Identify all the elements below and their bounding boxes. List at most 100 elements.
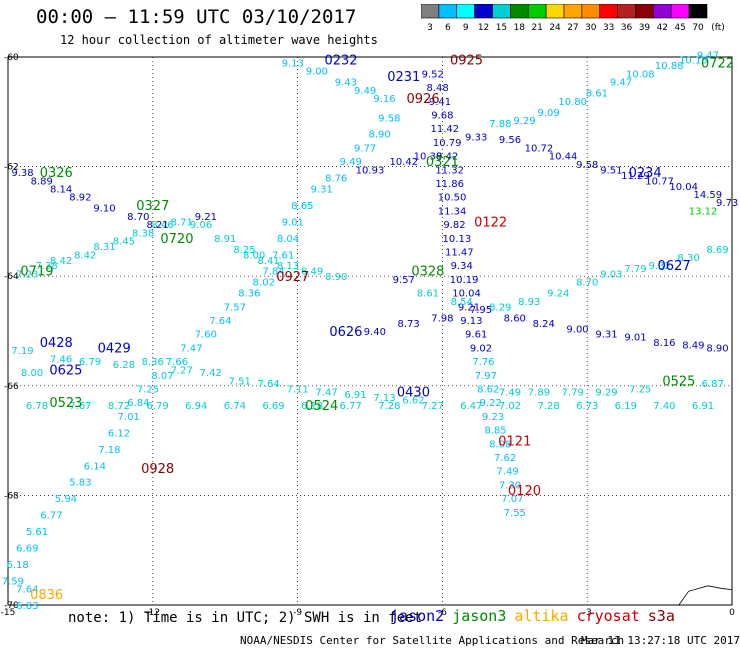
swh-value: 6.69	[262, 401, 284, 412]
swh-value: 8.46	[151, 220, 173, 231]
swh-value: 9.73	[716, 198, 738, 209]
swh-value: 9.09	[537, 108, 559, 119]
swh-value: 9.40	[364, 327, 386, 338]
swh-value: 7.40	[653, 401, 675, 412]
pass-time-label: 0232	[324, 54, 357, 69]
swh-value: 9.57	[393, 275, 415, 286]
swh-value: 9.02	[470, 343, 492, 354]
swh-value: 6.77	[40, 511, 62, 522]
swh-value: 10.08	[626, 69, 655, 80]
swh-value: 7.55	[504, 508, 526, 519]
swh-value: 7.76	[472, 357, 494, 368]
map-frame	[7, 56, 733, 606]
scale-value: 24	[549, 23, 561, 33]
scale-value: 9	[463, 23, 469, 33]
pass-time-label: 0719	[20, 265, 53, 280]
swh-value: 10.15	[679, 56, 708, 67]
swh-value: 9.13	[282, 58, 304, 69]
swh-value: 10.50	[438, 193, 467, 204]
scale-value: 3	[427, 23, 433, 33]
legend-item-s3a: s3a	[647, 607, 675, 625]
pass-time-label: 0925	[450, 54, 483, 69]
swh-value: 7.13	[373, 393, 395, 404]
swh-value: 9.52	[422, 69, 444, 80]
swh-value: 8.60	[504, 313, 526, 324]
swh-value: 7.28	[537, 401, 559, 412]
legend-item-jason3: jason3	[452, 607, 507, 625]
swh-value: 7.88	[489, 119, 511, 130]
scale-value: 39	[639, 23, 651, 33]
swh-value: 7.47	[180, 343, 202, 354]
swh-value: 6.84	[127, 398, 149, 409]
pass-time-label: 0523	[49, 396, 82, 411]
swh-value: 6.91	[344, 390, 366, 401]
pass-time-label: 0720	[160, 232, 193, 247]
swh-value: 6.14	[84, 461, 106, 472]
footnote: note: 1) Time is in UTC; 2) SWH is in fe…	[68, 610, 423, 626]
swh-value: 6.79	[79, 357, 101, 368]
swh-value: 9.00	[306, 67, 328, 78]
swh-value: 8.29	[489, 302, 511, 313]
swh-value: 7.79	[624, 264, 646, 275]
swh-value: 8.16	[653, 338, 675, 349]
lon-tick-label: -12	[145, 608, 160, 618]
swh-value: 6.87	[702, 379, 724, 390]
swh-value: 8.38	[132, 228, 154, 239]
swh-value: 9.06	[190, 220, 212, 231]
swh-value: 6.91	[692, 401, 714, 412]
swh-value: 8.61	[417, 289, 439, 300]
swh-value: 7.19	[11, 346, 33, 357]
coastline	[678, 585, 733, 606]
scale-value: 21	[531, 23, 542, 33]
swh-value: 7.64	[16, 585, 38, 596]
swh-value: 7.38	[35, 261, 57, 272]
swh-value: 8.71	[171, 217, 193, 228]
lon-tick-label: -15	[1, 608, 16, 618]
scale-value: 45	[674, 23, 685, 33]
swh-value: 9.49	[354, 86, 376, 97]
swh-value: 8.42	[74, 250, 96, 261]
swh-value: 8.42	[50, 256, 72, 267]
swh-value: 14.59	[694, 190, 723, 201]
swh-value: 9.51	[600, 165, 622, 176]
swh-value: 7.23	[16, 269, 38, 280]
pass-time-label: 0328	[411, 265, 444, 280]
swh-value: 8.31	[93, 242, 115, 253]
swh-value: 6.19	[615, 401, 637, 412]
swh-value: 7.97	[475, 371, 497, 382]
swh-value: 6.18	[7, 560, 29, 571]
swh-value: 6.74	[224, 401, 246, 412]
swh-value: 8.89	[31, 176, 53, 187]
swh-value: 8.93	[518, 297, 540, 308]
pass-time-label: 0121	[498, 435, 531, 450]
swh-value: 8.04	[277, 234, 299, 245]
swh-value: 7.66	[166, 357, 188, 368]
swh-value: 9.58	[576, 160, 598, 171]
swh-value: 9.29	[513, 116, 535, 127]
pass-time-label: 0429	[98, 341, 131, 356]
swh-value: 8.49	[301, 267, 323, 278]
swh-value: 7.95	[470, 305, 492, 316]
swh-value: 8.24	[533, 319, 555, 330]
swh-value: 13.12	[689, 206, 718, 217]
lon-tick-label: -6	[438, 608, 447, 618]
swh-value: 7.49	[499, 387, 521, 398]
swh-value: 10.44	[549, 152, 578, 163]
pass-time-label: 0234	[629, 166, 662, 181]
swh-value: 9.31	[311, 185, 333, 196]
swh-value: 7.64	[209, 316, 231, 327]
pass-time-label: 0627	[658, 259, 691, 274]
lat-tick-label: -66	[4, 382, 19, 392]
swh-value: 10.04	[452, 289, 481, 300]
pass-time-label: 0625	[49, 363, 82, 378]
pass-time-label: 0231	[387, 70, 420, 85]
swh-value: 8.91	[214, 234, 236, 245]
pass-time-label: 0928	[141, 462, 174, 477]
pass-time-label: 0321	[426, 155, 459, 170]
swh-value: 7.59	[2, 576, 24, 587]
map-title: 00:00 – 11:59 UTC 03/10/2017	[36, 6, 357, 28]
swh-value: 5.83	[69, 478, 91, 489]
swh-value: 9.58	[378, 113, 400, 124]
pass-time-label: 0927	[276, 270, 309, 285]
pass-time-label: 0120	[508, 484, 541, 499]
